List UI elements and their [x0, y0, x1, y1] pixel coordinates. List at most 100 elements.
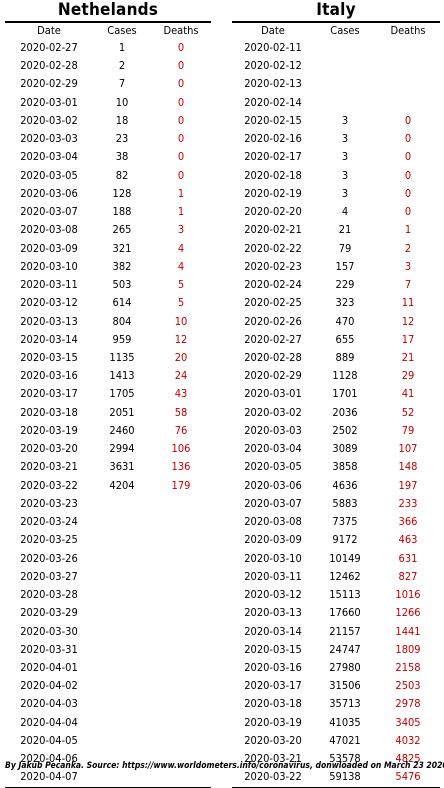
table-row: 2020-03-30	[5, 623, 211, 641]
cell-deaths	[151, 623, 211, 641]
cell-deaths: 1016	[395, 588, 421, 602]
cell-cases: 12462	[329, 569, 361, 583]
cell-deaths: 0	[177, 95, 185, 109]
cell-date: 2020-03-28	[20, 588, 78, 602]
cell-cases: 59138	[329, 770, 361, 784]
cell-date: 2020-03-19	[244, 715, 302, 729]
cell-date: 2020-03-09	[20, 241, 78, 255]
cell-date: 2020-03-06	[20, 186, 78, 200]
cell-deaths: 4825	[395, 752, 421, 766]
cell-date: 2020-03-07	[244, 496, 302, 510]
header-row: Date Cases Deaths	[5, 23, 211, 39]
cell-date: 2020-03-06	[244, 478, 302, 492]
cell-deaths: 11	[401, 296, 415, 310]
cell-deaths: 148	[398, 460, 418, 474]
cell-date: 2020-03-25	[20, 533, 78, 547]
table-row: 2020-03-26	[5, 550, 211, 568]
cell-date: 2020-04-06	[20, 752, 78, 766]
cell-date: 2020-03-31	[20, 642, 78, 656]
table-row: 2020-04-04	[5, 714, 211, 732]
cell-cases	[93, 586, 151, 604]
cell-date: 2020-02-28	[20, 59, 78, 73]
cell-date: 2020-03-18	[20, 405, 78, 419]
table-row: 2020-03-06 128 1	[5, 185, 211, 203]
cell-date: 2020-02-17	[244, 150, 302, 164]
cell-date: 2020-03-03	[244, 423, 302, 437]
cell-date: 2020-02-21	[244, 223, 302, 237]
cell-date: 2020-03-02	[20, 113, 78, 127]
cell-date: 2020-04-07	[20, 770, 78, 784]
table-row: 2020-04-03	[5, 695, 211, 713]
cell-cases	[93, 550, 151, 568]
source-caption: By Jakub Pecanka. Source: https://www.wo…	[5, 761, 444, 771]
italy-table: Italy Date Cases Deaths 2020-02-11 2020-0…	[232, 0, 440, 788]
table-row: 2020-03-17 1705 43	[5, 385, 211, 403]
cell-cases	[93, 659, 151, 677]
cell-date: 2020-03-20	[20, 442, 78, 456]
cell-cases: 15113	[329, 588, 361, 602]
cell-date: 2020-03-04	[20, 150, 78, 164]
table-row: 2020-03-19 41035 3405	[232, 714, 440, 732]
cell-date: 2020-02-22	[244, 241, 302, 255]
cell-deaths: 4	[177, 259, 185, 273]
cell-cases: 4	[341, 205, 349, 219]
cell-deaths: 5476	[395, 770, 421, 784]
table-row: 2020-02-21 21 1	[232, 221, 440, 239]
cell-deaths: 4	[177, 241, 185, 255]
cell-cases: 4636	[332, 478, 358, 492]
table-row: 2020-03-13 17660 1266	[232, 604, 440, 622]
title-rule	[5, 21, 211, 23]
cell-cases: 128	[112, 186, 132, 200]
cell-date: 2020-04-05	[20, 733, 78, 747]
cell-cases: 188	[112, 205, 132, 219]
header-cases: Cases	[330, 24, 360, 37]
cell-cases: 2051	[109, 405, 135, 419]
cell-date: 2020-02-24	[244, 278, 302, 292]
cell-cases: 9172	[332, 533, 358, 547]
table-row: 2020-03-06 4636 197	[232, 477, 440, 495]
cell-date: 2020-03-11	[20, 278, 78, 292]
cell-cases: 10149	[329, 551, 361, 565]
cell-date: 2020-03-10	[20, 259, 78, 273]
cell-cases: 2	[118, 59, 126, 73]
table-row: 2020-03-11 12462 827	[232, 568, 440, 586]
table-row: 2020-03-01 10 0	[5, 94, 211, 112]
table-row: 2020-02-25 323 11	[232, 294, 440, 312]
cell-date: 2020-02-18	[244, 168, 302, 182]
table-row: 2020-03-24	[5, 513, 211, 531]
cell-cases: 3	[341, 150, 349, 164]
table-row: 2020-03-14 21157 1441	[232, 623, 440, 641]
cell-cases: 1705	[109, 387, 135, 401]
table-body: 2020-02-11 2020-02-12 2020-02-13 2020-02-14…	[232, 39, 440, 787]
table-row: 2020-02-14	[232, 94, 440, 112]
cell-cases: 2460	[109, 423, 135, 437]
header-date: Date	[37, 24, 61, 37]
cell-deaths: 43	[174, 387, 188, 401]
cell-deaths	[376, 94, 440, 112]
cell-deaths	[151, 604, 211, 622]
cell-cases: 2036	[332, 405, 358, 419]
cell-date: 2020-03-15	[244, 642, 302, 656]
cell-date: 2020-02-29	[244, 369, 302, 383]
cell-date: 2020-02-13	[244, 77, 302, 91]
cell-deaths: 2978	[395, 697, 421, 711]
cell-deaths: 2158	[395, 660, 421, 674]
cell-cases: 382	[112, 259, 132, 273]
table-row: 2020-04-07	[5, 768, 211, 786]
table-row: 2020-03-11 503 5	[5, 276, 211, 294]
cell-date: 2020-03-17	[20, 387, 78, 401]
cell-cases: 23	[115, 132, 129, 146]
cell-deaths: 1	[177, 205, 185, 219]
cell-date: 2020-03-07	[20, 205, 78, 219]
cell-deaths	[151, 677, 211, 695]
table-row: 2020-04-05	[5, 732, 211, 750]
cell-cases: 2994	[109, 442, 135, 456]
table-row: 2020-02-18 3 0	[232, 167, 440, 185]
table-row: 2020-03-16 27980 2158	[232, 659, 440, 677]
cell-cases	[93, 732, 151, 750]
cell-deaths: 41	[401, 387, 415, 401]
cell-cases	[93, 714, 151, 732]
table-row: 2020-03-04 38 0	[5, 148, 211, 166]
cell-deaths: 233	[398, 496, 418, 510]
table-row: 2020-02-17 3 0	[232, 148, 440, 166]
